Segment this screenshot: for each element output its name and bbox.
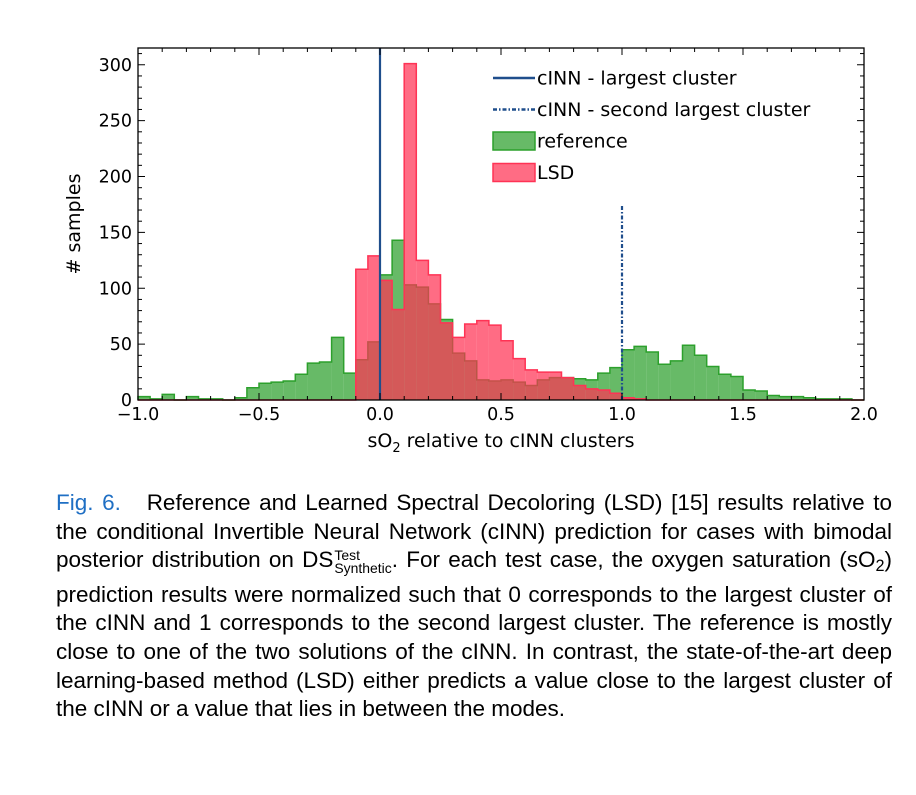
reference-bar <box>307 363 320 400</box>
lsd-bar <box>622 397 635 400</box>
ds-scripts: Test Synthetic <box>334 546 392 577</box>
lsd-bar <box>525 369 538 400</box>
lsd-bar <box>416 260 429 400</box>
reference-bar <box>718 374 731 400</box>
reference-bar <box>259 383 272 400</box>
y-tick-label: 0 <box>121 391 132 411</box>
y-tick-label: 50 <box>110 335 132 355</box>
y-tick-label: 150 <box>99 223 132 243</box>
lsd-bar <box>501 340 514 400</box>
reference-bar <box>646 351 659 400</box>
legend-label: LSD <box>537 162 574 184</box>
lsd-bar <box>537 372 550 400</box>
reference-bar <box>670 360 683 400</box>
legend-label: reference <box>537 131 628 153</box>
caption-text-2: . For each test case, the oxygen saturat… <box>391 547 876 573</box>
reference-bar <box>694 355 707 400</box>
lsd-bar <box>585 388 598 400</box>
lsd-bar <box>392 309 405 400</box>
lsd-bar <box>452 337 465 400</box>
caption-text-3: ) prediction results were normalized suc… <box>56 547 892 722</box>
reference-bar <box>246 387 259 400</box>
lsd-bar <box>573 385 586 400</box>
x-tick-label: −0.5 <box>238 405 281 425</box>
x-tick-label: 0.0 <box>366 405 394 425</box>
lsd-bar <box>549 372 562 400</box>
reference-bar <box>743 389 756 400</box>
reference-bar <box>755 391 768 400</box>
reference-bar <box>271 382 284 400</box>
lsd-bar <box>367 255 380 400</box>
reference-bar <box>319 362 332 400</box>
lsd-bar <box>488 325 501 400</box>
reference-bar <box>803 397 816 400</box>
lsd-bar <box>513 358 526 400</box>
lsd-bar <box>380 280 393 400</box>
caption-subscript-2: 2 <box>875 557 885 576</box>
ds-superscript: Test <box>334 546 360 563</box>
lsd-bar <box>609 393 622 400</box>
lsd-bar <box>561 377 574 400</box>
lsd-bar <box>355 269 368 400</box>
lsd-bar <box>476 320 489 400</box>
x-tick-label: 1.0 <box>608 405 636 425</box>
y-tick-label: 250 <box>99 112 132 132</box>
caption-text-1: Reference and Learned Spectral Decolorin… <box>56 490 892 573</box>
reference-bar <box>706 366 719 400</box>
y-tick-label: 100 <box>99 279 132 299</box>
reference-bar <box>779 396 792 400</box>
lsd-bar <box>428 274 441 400</box>
reference-bar <box>162 394 175 400</box>
legend: cINN - largest cluster cINN - second larg… <box>492 68 811 184</box>
reference-bar <box>186 396 199 400</box>
y-tick-labels: 0 50 100 150 200 250 300 <box>99 56 132 411</box>
x-tick-label: 2.0 <box>850 405 878 425</box>
reference-bar <box>634 346 647 400</box>
figure-label: Fig. 6. <box>56 490 121 515</box>
reference-bar <box>682 345 695 400</box>
reference-bar <box>343 373 356 400</box>
figure-caption: Fig. 6. Reference and Learned Spectral D… <box>56 489 892 724</box>
legend-swatch <box>492 162 536 183</box>
x-tick-label: 1.5 <box>729 405 757 425</box>
reference-bar <box>658 364 671 400</box>
y-tick-label: 200 <box>99 168 132 188</box>
ds-subscript: Synthetic <box>334 560 392 577</box>
reference-bar <box>791 396 804 400</box>
reference-bar <box>767 395 780 400</box>
reference-bar <box>331 337 344 400</box>
lsd-bar <box>440 322 453 400</box>
reference-bar <box>609 367 622 400</box>
reference-bar <box>283 381 296 400</box>
x-tick-label: 0.5 <box>487 405 515 425</box>
reference-bar <box>234 397 247 400</box>
legend-swatch <box>492 131 536 151</box>
y-axis-label: # samples <box>63 174 85 275</box>
reference-bar <box>622 349 635 400</box>
legend-label: cINN - largest cluster <box>537 68 737 90</box>
x-tick-labels: −1.0 −0.5 0.0 0.5 1.0 1.5 2.0 <box>117 405 878 425</box>
histogram-chart: −1.0 −0.5 0.0 0.5 1.0 1.5 2.0 0 50 100 150 200 250 3… <box>63 47 878 456</box>
legend-label: cINN - second largest cluster <box>537 99 811 121</box>
axis-ticks <box>137 48 865 401</box>
reference-bar <box>295 374 308 400</box>
y-tick-label: 300 <box>99 56 132 76</box>
lsd-bar <box>464 324 477 400</box>
reference-bar <box>730 376 743 400</box>
x-tick-label: −1.0 <box>117 405 160 425</box>
reference-bar <box>138 396 151 400</box>
lsd-bar <box>597 389 610 400</box>
cinn-cluster-lines <box>378 48 624 400</box>
lsd-bar <box>404 63 417 401</box>
x-axis-label: sO2 relative to cINN clusters <box>367 430 634 456</box>
